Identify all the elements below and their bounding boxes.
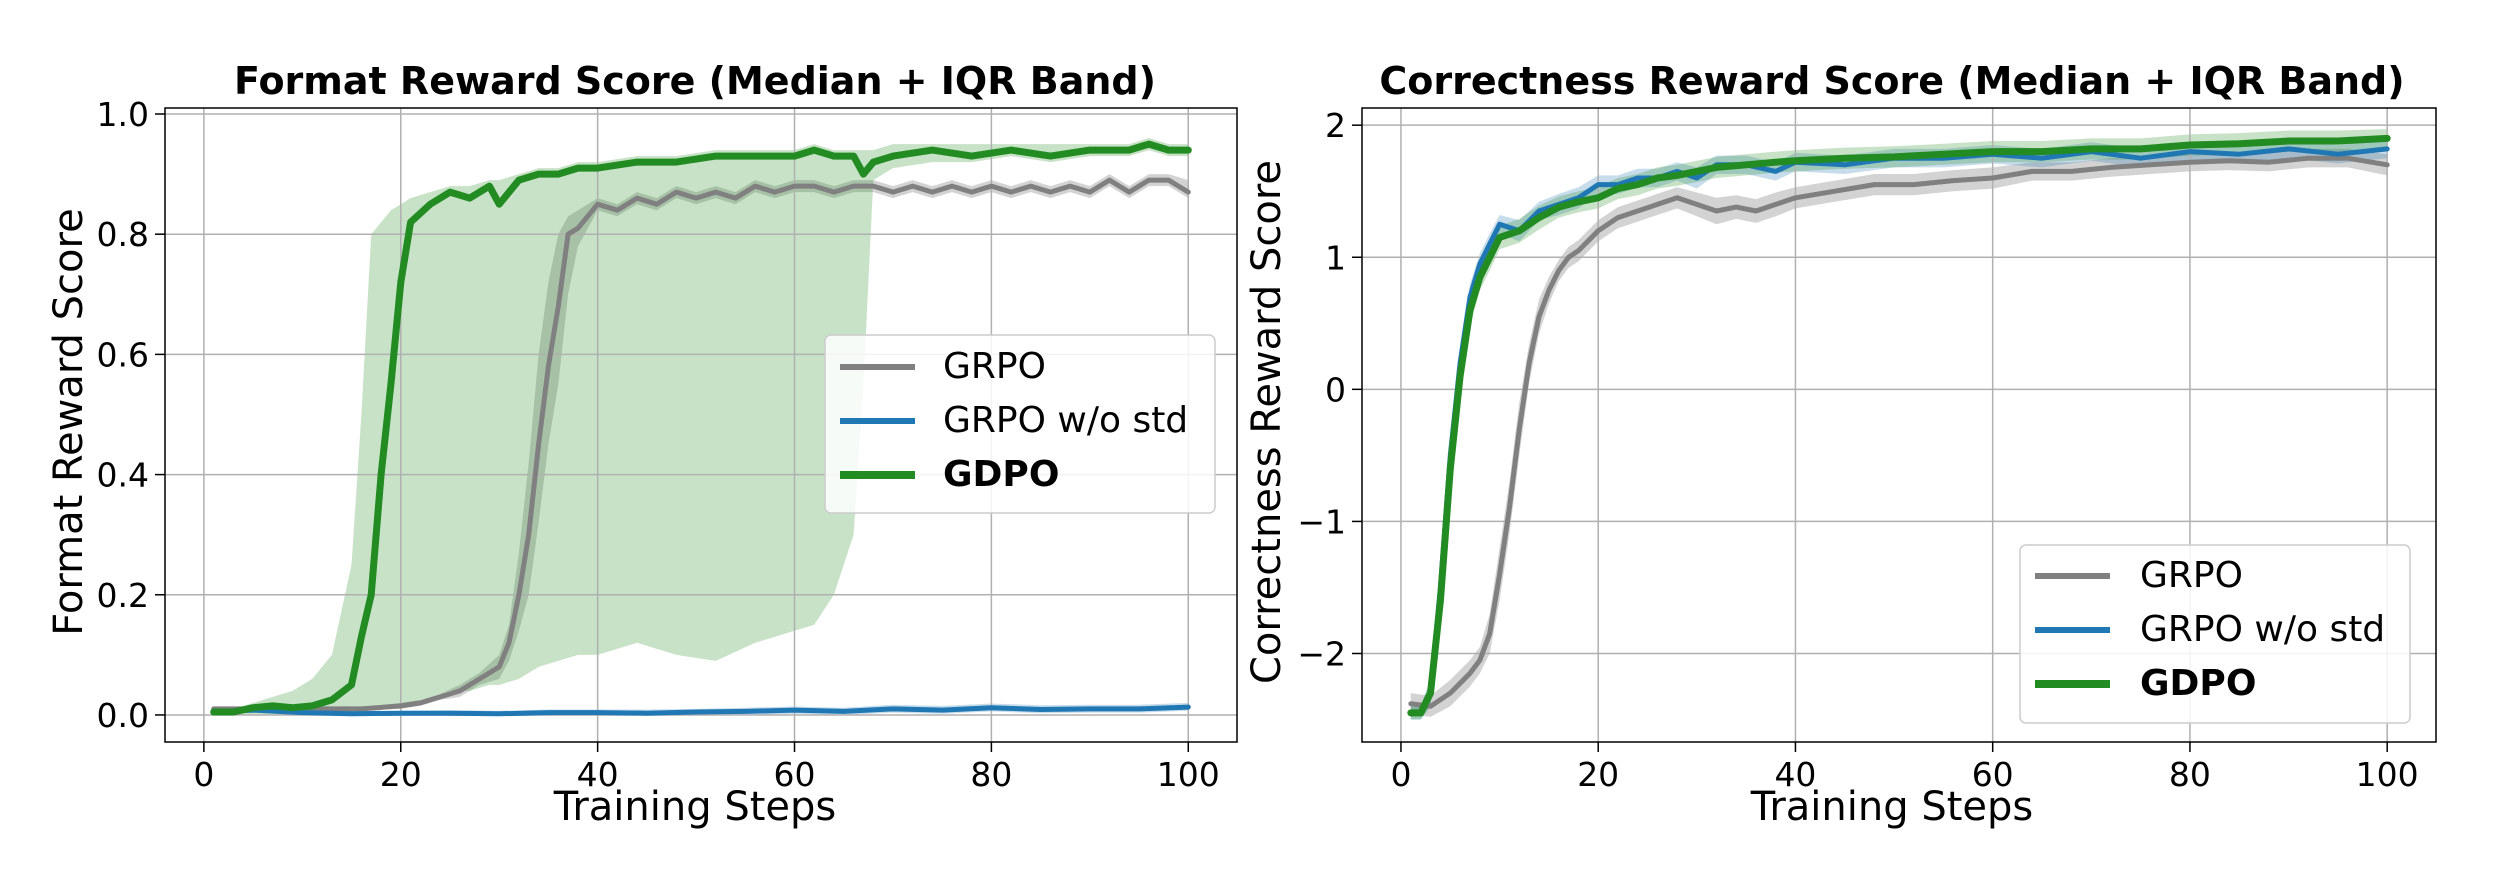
correctness-line-gdpo bbox=[1407, 134, 2391, 717]
correctness-line-grpo bbox=[1408, 155, 2390, 709]
format-line-grpo-w-o-std bbox=[211, 704, 1191, 717]
correctness-x-tick-label: 80 bbox=[2169, 755, 2211, 794]
format-gridlines bbox=[165, 108, 1237, 742]
format-band-gdpo bbox=[213, 138, 1189, 715]
correctness-x-ticks: 0 20 40 60 80 100 bbox=[1390, 742, 2419, 794]
correctness-x-tick-label: 60 bbox=[1972, 755, 2014, 794]
format-y-tick-label: 0.4 bbox=[97, 456, 149, 495]
correctness-y-tick-label: 2 bbox=[1325, 106, 1346, 145]
correctness-y-axis-label: Correctness Reward Score bbox=[1244, 160, 1290, 684]
format-y-tick-label: 0.6 bbox=[97, 335, 149, 374]
correctness-y-tick-label: 0 bbox=[1325, 370, 1346, 409]
correctness-y-ticks: −2 −1 0 1 2 bbox=[1297, 106, 1362, 674]
format-x-tick-label: 100 bbox=[1157, 755, 1220, 794]
format-x-tick-label: 0 bbox=[193, 755, 214, 794]
correctness-x-tick-label: 20 bbox=[1577, 755, 1619, 794]
format-y-tick-label: 1.0 bbox=[97, 95, 149, 134]
correctness-chart-title: Correctness Reward Score (Median + IQR B… bbox=[1379, 59, 2404, 103]
correctness-legend-label-grpo-wo-std: GRPO w/o std bbox=[2140, 609, 2385, 650]
format-x-ticks: 0 20 40 60 80 100 bbox=[193, 742, 1220, 794]
format-y-tick-label: 0.2 bbox=[97, 576, 149, 615]
correctness-y-tick-label: −2 bbox=[1297, 635, 1346, 674]
format-line-gdpo bbox=[210, 140, 1192, 716]
format-line-grpo bbox=[211, 177, 1191, 712]
format-x-axis-label: Training Steps bbox=[553, 784, 836, 830]
correctness-x-tick-label: 0 bbox=[1390, 755, 1411, 794]
format-plot-frame bbox=[164, 107, 1238, 743]
correctness-x-tick-label: 100 bbox=[2356, 755, 2419, 794]
correctness-reward-panel: 0 20 40 60 80 100 −2 −1 0 1 2 Correctness Reward … bbox=[1244, 59, 2437, 830]
correctness-y-tick-label: −1 bbox=[1297, 502, 1346, 541]
format-x-tick-label: 80 bbox=[970, 755, 1012, 794]
correctness-median-lines bbox=[1407, 134, 2391, 717]
format-x-tick-label: 40 bbox=[577, 755, 619, 794]
correctness-legend-box bbox=[2019, 544, 2411, 724]
format-legend-box bbox=[824, 334, 1216, 514]
format-y-tick-label: 0.0 bbox=[97, 696, 149, 735]
format-legend: GRPO GRPO w/o std GDPO bbox=[824, 334, 1216, 514]
format-reward-panel: 0 20 40 60 80 100 0.0 0.2 0.4 0.6 0.8 1.0 Format R… bbox=[46, 59, 1238, 830]
correctness-y-tick-label: 1 bbox=[1325, 238, 1346, 277]
format-y-tick-label: 0.8 bbox=[97, 215, 149, 254]
format-legend-label-gdpo: GDPO bbox=[943, 454, 1059, 495]
correctness-x-tick-label: 40 bbox=[1774, 755, 1816, 794]
format-median-lines bbox=[210, 140, 1192, 717]
correctness-legend-label-grpo: GRPO bbox=[2140, 555, 2243, 596]
format-x-tick-label: 20 bbox=[380, 755, 422, 794]
format-legend-label-grpo-wo-std: GRPO w/o std bbox=[943, 400, 1188, 441]
format-legend-label-grpo: GRPO bbox=[943, 346, 1046, 387]
correctness-legend: GRPO GRPO w/o std GDPO bbox=[2019, 544, 2411, 724]
format-chart-title: Format Reward Score (Median + IQR Band) bbox=[234, 59, 1156, 103]
format-x-tick-label: 60 bbox=[774, 755, 816, 794]
format-y-ticks: 0.0 0.2 0.4 0.6 0.8 1.0 bbox=[97, 95, 165, 735]
correctness-plot-frame bbox=[1361, 107, 2437, 743]
format-y-axis-label: Format Reward Score bbox=[46, 208, 92, 635]
correctness-legend-label-gdpo: GDPO bbox=[2140, 663, 2256, 704]
correctness-x-axis-label: Training Steps bbox=[1750, 784, 2033, 830]
